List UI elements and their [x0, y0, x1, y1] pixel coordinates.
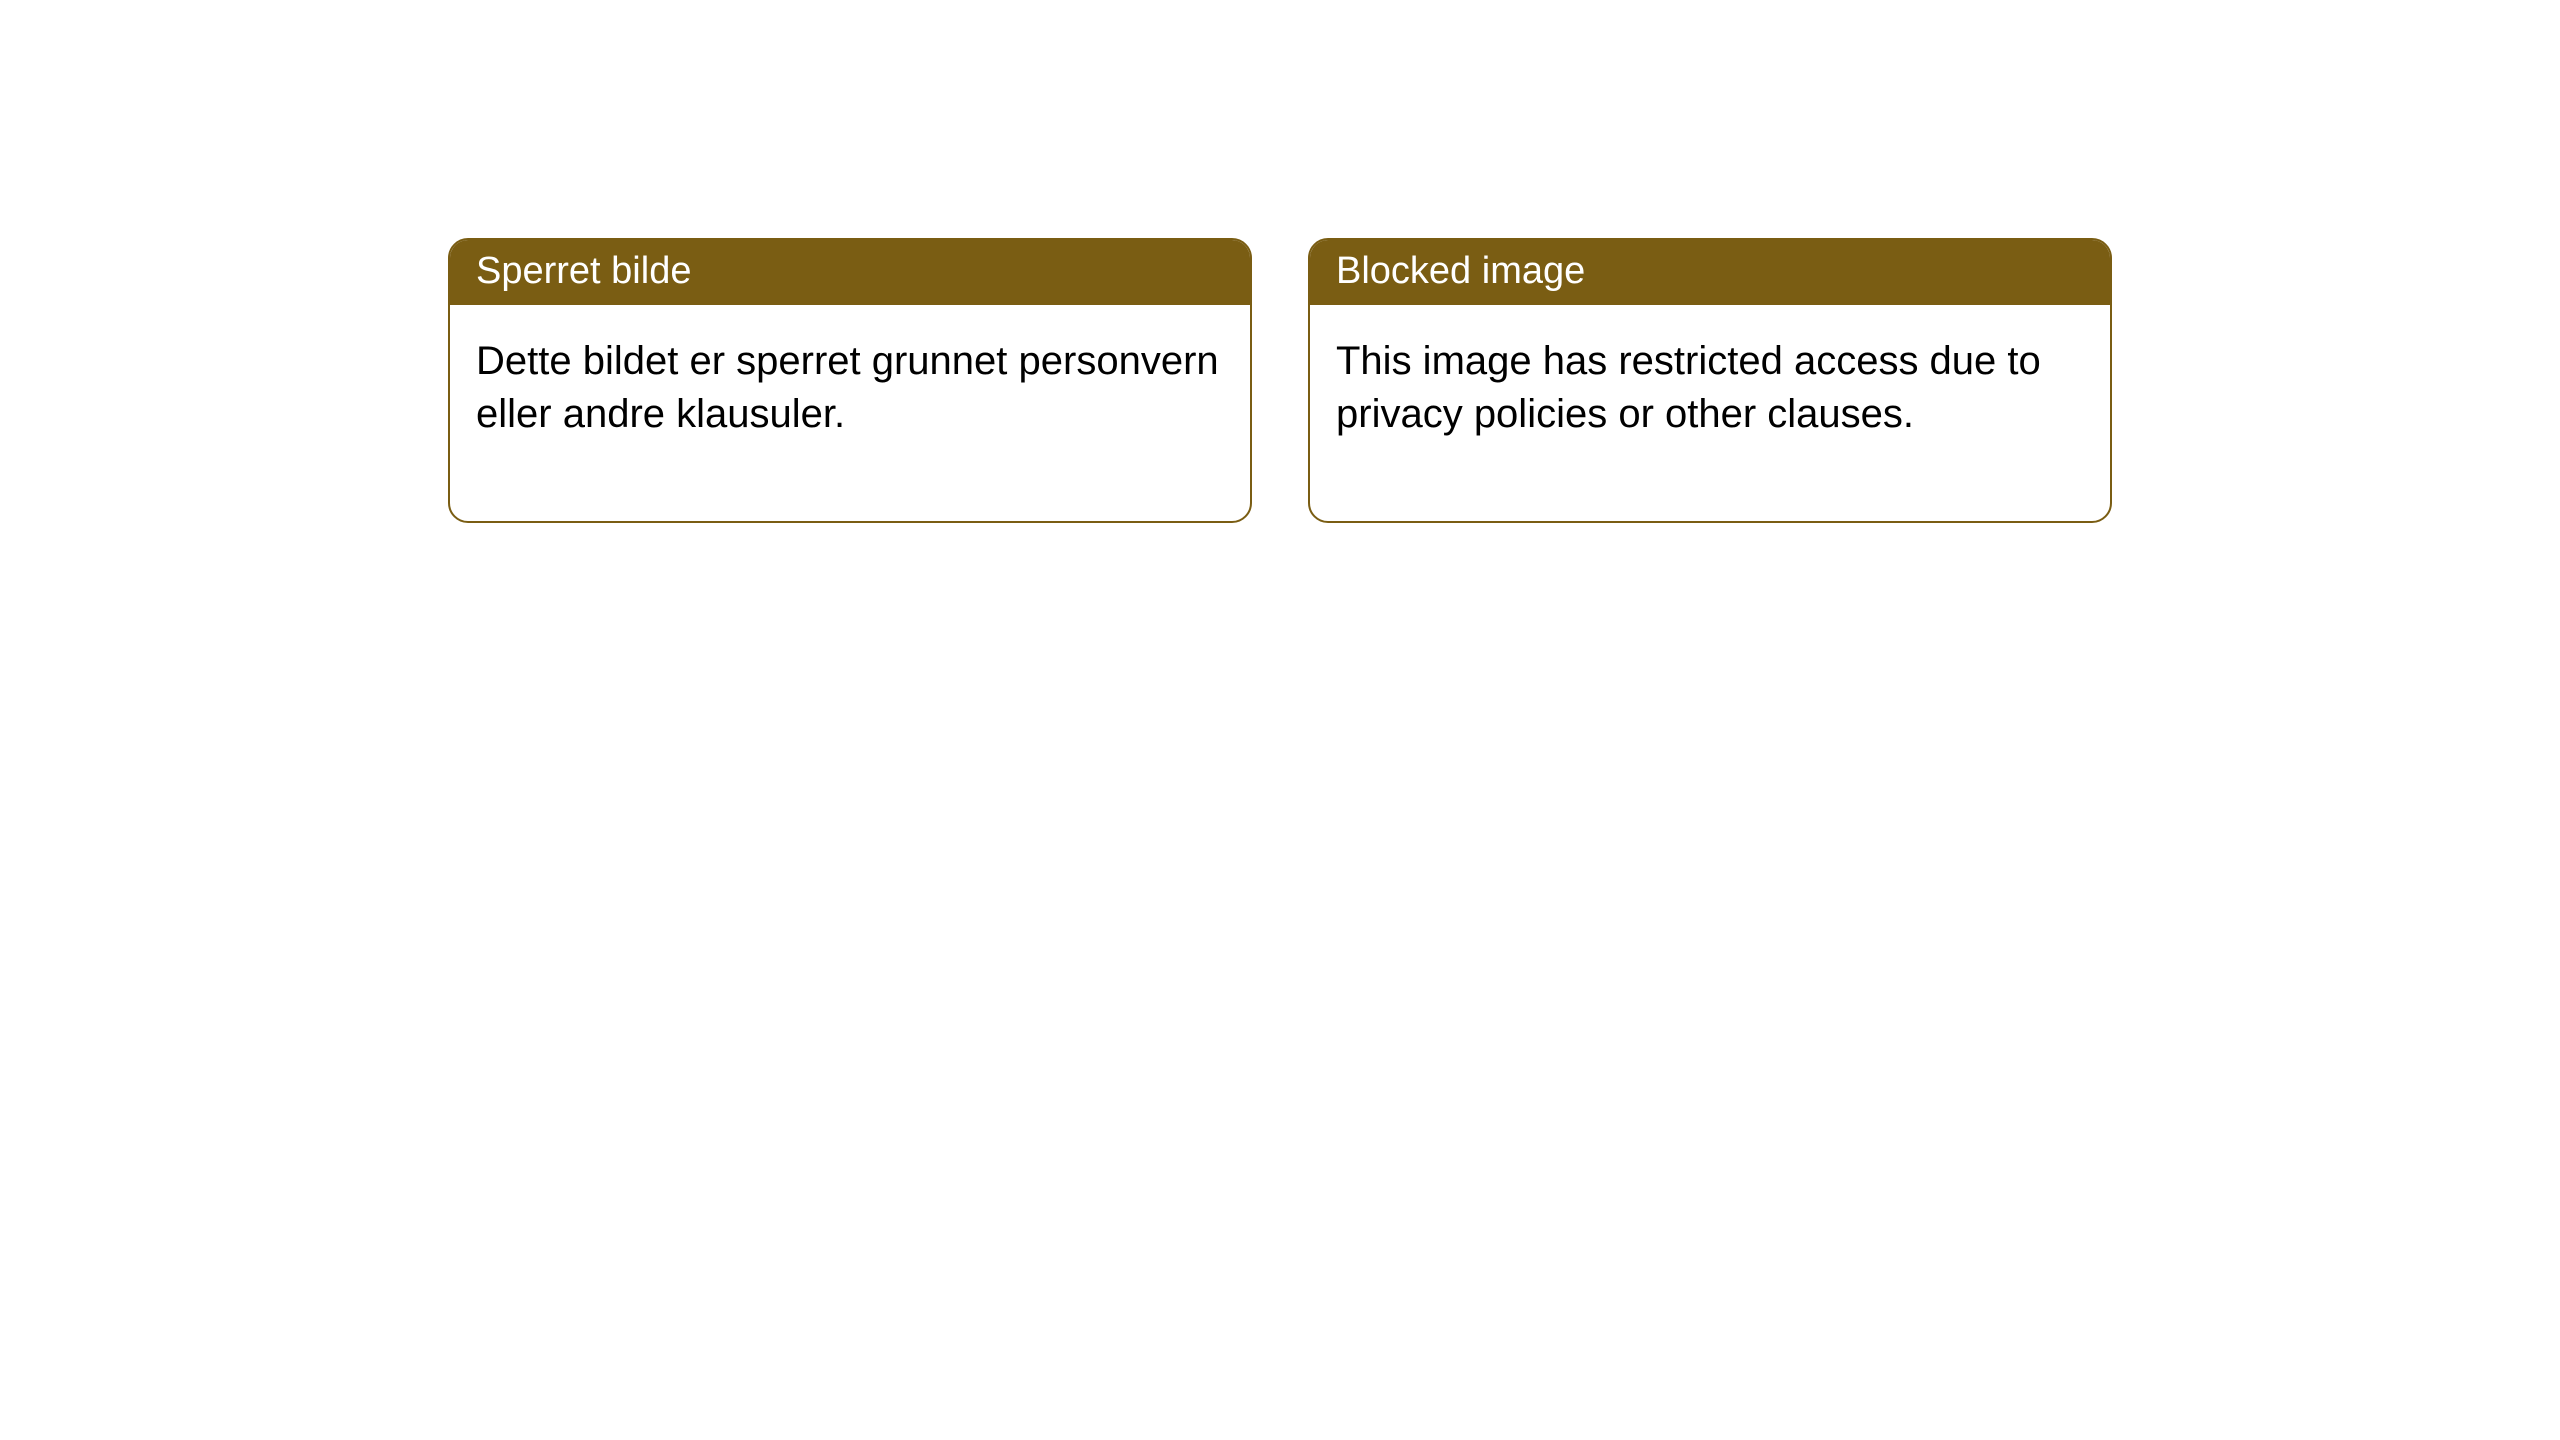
notice-container: Sperret bilde Dette bildet er sperret gr…: [0, 0, 2560, 523]
notice-body: This image has restricted access due to …: [1310, 305, 2110, 521]
notice-header: Sperret bilde: [450, 240, 1250, 305]
notice-box-norwegian: Sperret bilde Dette bildet er sperret gr…: [448, 238, 1252, 523]
notice-header: Blocked image: [1310, 240, 2110, 305]
notice-body: Dette bildet er sperret grunnet personve…: [450, 305, 1250, 521]
notice-box-english: Blocked image This image has restricted …: [1308, 238, 2112, 523]
